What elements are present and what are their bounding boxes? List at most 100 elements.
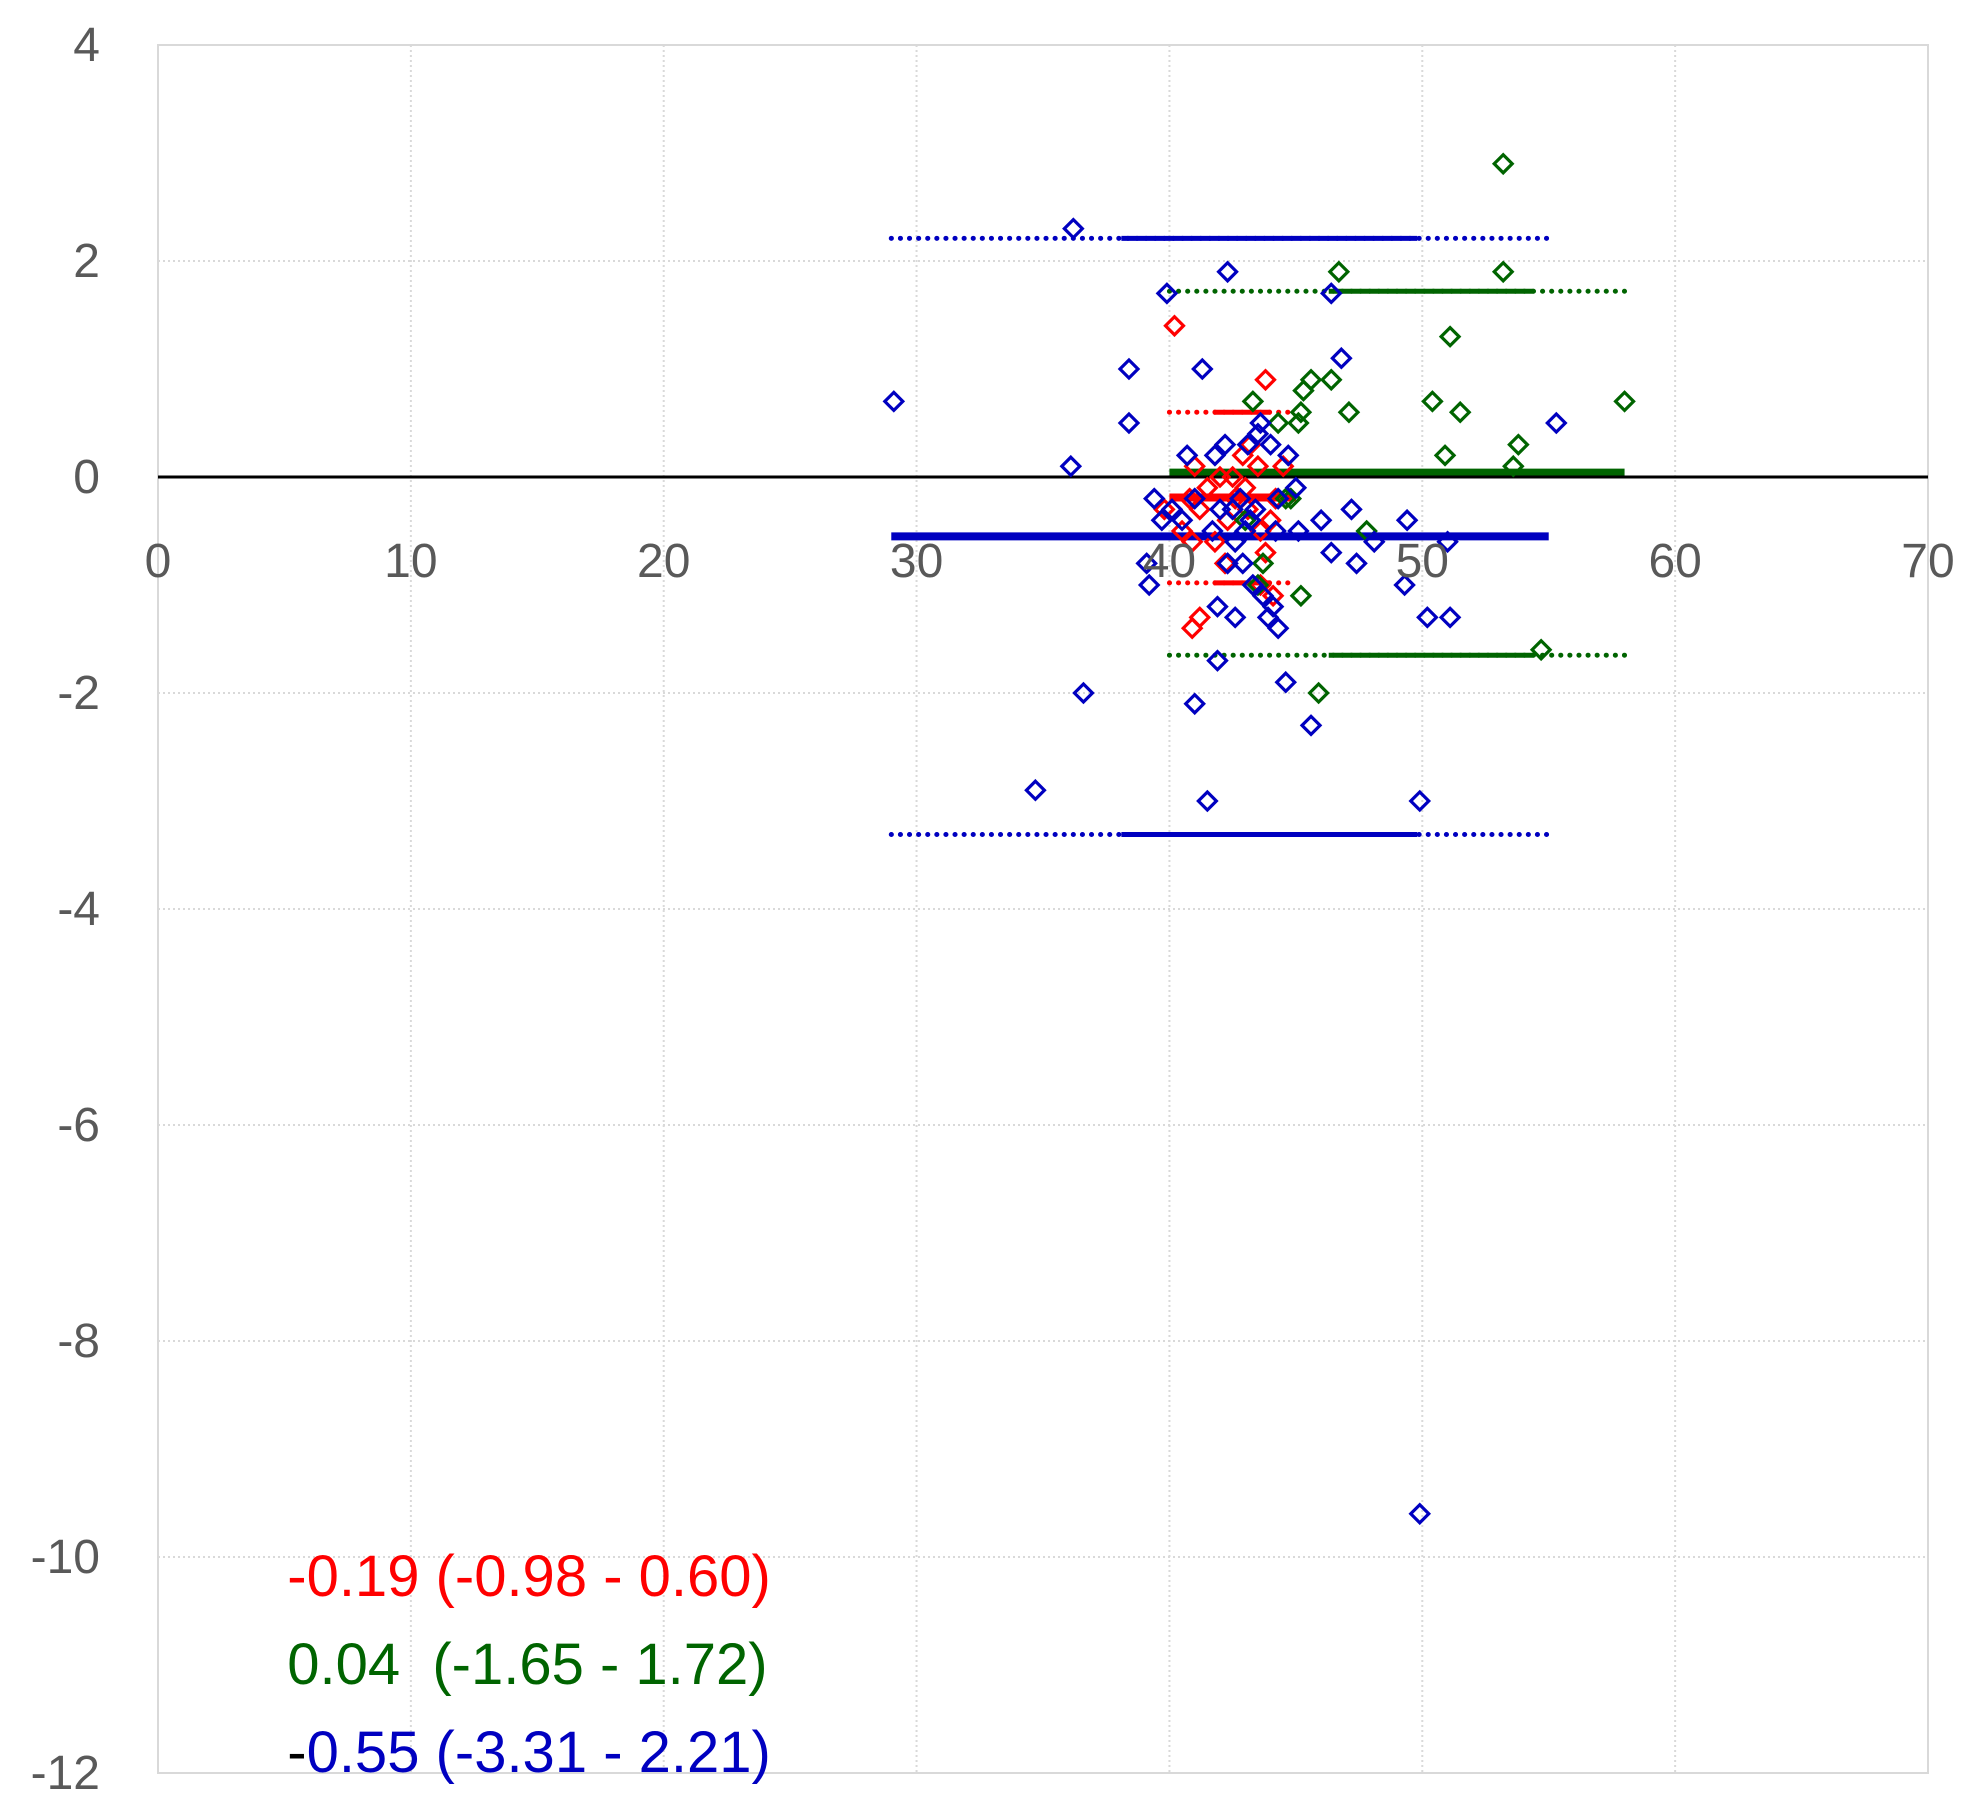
blue-point [1062, 217, 1085, 240]
blue-point [1330, 346, 1353, 370]
blue-point [1231, 552, 1255, 575]
blue-point [1264, 519, 1287, 543]
blue-point [1416, 606, 1439, 629]
legend-red-series: -0.19 (-0.98 - 0.60) [255, 1490, 771, 1606]
green-point [1613, 390, 1636, 413]
green-point [1319, 368, 1343, 392]
green-point [1491, 152, 1515, 176]
blue-point [1170, 508, 1194, 532]
gridlines [158, 45, 1928, 1773]
x-tick-label: 40 [1143, 535, 1196, 588]
green-point [1337, 400, 1361, 424]
blue-point [1223, 530, 1247, 554]
blue-point [1345, 552, 1368, 575]
blue-point [1259, 433, 1282, 456]
blue-point [1249, 411, 1272, 435]
x-tick-label: 0 [145, 535, 172, 588]
green-point [1327, 260, 1351, 284]
blue-point [1246, 422, 1270, 446]
blue-point [1340, 498, 1363, 521]
y-tick-label: -10 [31, 1531, 100, 1584]
green-point [1491, 260, 1515, 284]
legend-red-sign: - [287, 1544, 307, 1609]
red-point [1163, 314, 1186, 338]
x-tick-label: 20 [637, 535, 690, 588]
y-tick-label: -12 [31, 1747, 100, 1800]
legend-green-series: 0.04 (-1.65 - 1.72) [255, 1578, 767, 1694]
blue-point [1150, 508, 1174, 532]
x-tick-label: 30 [890, 535, 943, 588]
blue-point [1072, 681, 1095, 705]
red-point [1153, 498, 1176, 521]
y-tick-label: 4 [73, 19, 100, 72]
blue-point [1175, 444, 1199, 467]
red-point [1249, 519, 1272, 543]
legend-red-text: 0.19 (-0.98 - 0.60) [306, 1544, 771, 1609]
red-point [1178, 487, 1201, 510]
legend-blue-sign: - [287, 1720, 307, 1785]
x-tick-label: 70 [1901, 535, 1954, 588]
x-tick-label: 50 [1396, 535, 1449, 588]
blue-point [1284, 476, 1308, 500]
blue-point [1545, 411, 1568, 435]
red-point [1249, 573, 1272, 597]
y-tick-label: -4 [57, 883, 100, 936]
green-point [1289, 584, 1313, 608]
blue-point [1201, 519, 1224, 543]
y-axis-tick-labels: 4 2 0 -2 -4 -6 -8 -10 -12 [31, 19, 100, 1800]
green-point [1234, 508, 1257, 532]
x-tick-label: 60 [1648, 535, 1701, 588]
blue-point [1117, 357, 1141, 381]
blue-point [1155, 282, 1179, 305]
blue-point [1393, 573, 1416, 597]
y-tick-label: -2 [57, 667, 100, 720]
blue-point [1216, 552, 1239, 575]
blue-point [1223, 606, 1247, 629]
green-point [1507, 433, 1530, 456]
blue-point [1319, 282, 1343, 305]
green-point [1529, 638, 1553, 662]
blue-point [1274, 670, 1298, 694]
blue-point [1319, 541, 1343, 564]
red-point [1223, 487, 1247, 510]
blue-point [1256, 606, 1280, 629]
scatter-points [882, 152, 1636, 1526]
blue-point [1241, 573, 1265, 597]
blue-point [1216, 260, 1239, 284]
red-point [1180, 530, 1204, 554]
blue-point [1117, 411, 1141, 435]
red-point [1213, 552, 1237, 575]
green-point [1438, 325, 1462, 348]
blue-point [1408, 1502, 1432, 1526]
green-point [1292, 379, 1315, 402]
red-point [1180, 616, 1204, 640]
green-point [1241, 390, 1265, 413]
blue-point [1059, 454, 1083, 478]
blue-point [1221, 498, 1244, 521]
red-point [1170, 519, 1194, 543]
blue-point [1236, 433, 1260, 456]
green-point [1433, 444, 1457, 467]
green-point [1266, 411, 1290, 435]
blue-point [1196, 789, 1219, 813]
green-point [1448, 400, 1472, 424]
blue-point [1183, 692, 1206, 716]
y-tick-label: 2 [73, 235, 100, 288]
blue-point [1160, 498, 1184, 521]
green-point [1307, 681, 1330, 705]
y-tick-label: 0 [73, 451, 100, 504]
blue-point [1206, 595, 1229, 618]
blue-point [1213, 433, 1237, 456]
blue-point [1024, 778, 1047, 802]
blue-point [1266, 487, 1290, 510]
blue-point [1206, 649, 1229, 672]
green-point [1289, 400, 1313, 424]
blue-point [1438, 606, 1462, 629]
blue-point [1309, 508, 1333, 532]
red-point [1254, 541, 1277, 564]
legend-blue-series: -0.55 (-3.31 - 2.21) [255, 1666, 771, 1782]
blue-point [1436, 530, 1459, 554]
red-point [1221, 465, 1244, 489]
blue-point [1203, 444, 1227, 467]
